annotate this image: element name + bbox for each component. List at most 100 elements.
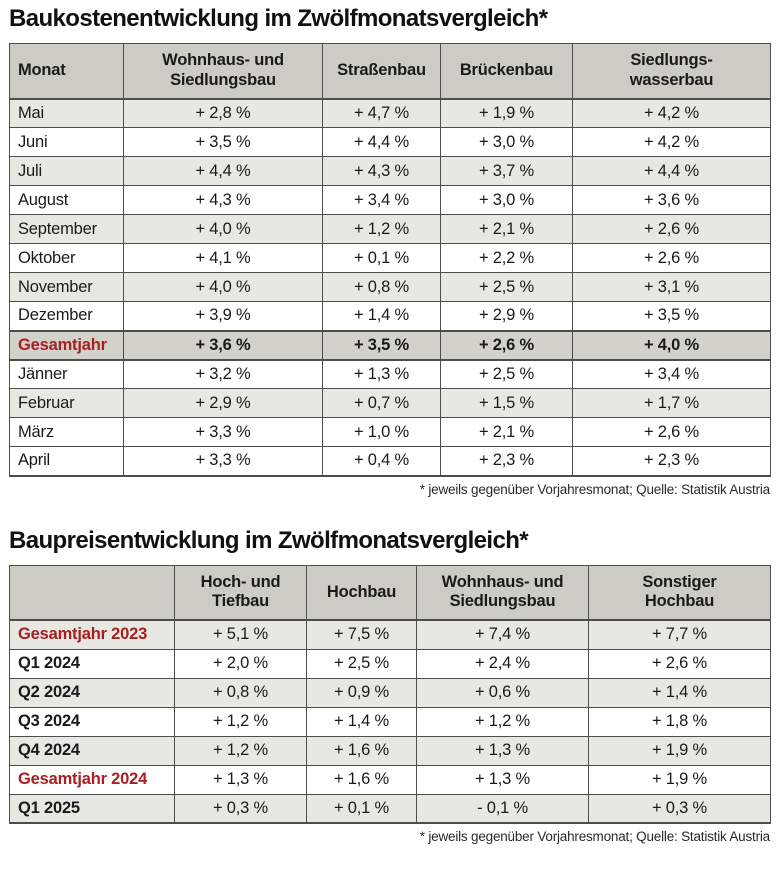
column-header-sonstiger-hochbau: Sonstiger Hochbau bbox=[588, 564, 771, 621]
value-cell: + 2,1 % bbox=[440, 417, 573, 447]
value-cell: + 4,2 % bbox=[572, 98, 771, 128]
value-cell: + 0,4 % bbox=[322, 446, 441, 477]
value-cell: + 3,5 % bbox=[572, 301, 771, 331]
table-row-jaenner: Jänner + 3,2 % + 1,3 % + 2,5 % + 3,4 % bbox=[9, 359, 771, 389]
value-cell: + 4,4 % bbox=[123, 156, 323, 186]
row-label: März bbox=[9, 417, 124, 447]
value-cell: + 4,0 % bbox=[123, 214, 323, 244]
value-cell: + 0,8 % bbox=[174, 677, 307, 708]
value-cell: + 1,2 % bbox=[416, 706, 589, 737]
value-cell: + 1,4 % bbox=[322, 301, 441, 331]
row-label: August bbox=[9, 185, 124, 215]
row-label: Q4 2024 bbox=[9, 735, 175, 766]
value-cell: + 2,4 % bbox=[416, 648, 589, 679]
value-cell: + 4,4 % bbox=[322, 127, 441, 157]
row-label: September bbox=[9, 214, 124, 244]
value-cell: + 2,6 % bbox=[572, 214, 771, 244]
value-cell: + 2,6 % bbox=[572, 417, 771, 447]
value-cell: + 0,3 % bbox=[174, 793, 307, 824]
value-cell: + 1,3 % bbox=[322, 359, 441, 389]
column-header-wohnhaus-siedlungsbau: Wohnhaus- und Siedlungsbau bbox=[416, 564, 589, 621]
value-cell: + 1,0 % bbox=[322, 417, 441, 447]
column-header-hochbau: Hochbau bbox=[306, 564, 417, 621]
value-cell: + 2,9 % bbox=[440, 301, 573, 331]
baupreis-title: Baupreisentwicklung im Zwölfmonatsvergle… bbox=[9, 526, 529, 554]
value-cell: + 4,4 % bbox=[572, 156, 771, 186]
value-cell: + 1,4 % bbox=[588, 677, 771, 708]
value-cell: + 1,9 % bbox=[440, 98, 573, 128]
baukosten-title: Baukostenentwicklung im Zwölfmonatsvergl… bbox=[9, 5, 548, 32]
value-cell: + 2,1 % bbox=[440, 214, 573, 244]
value-cell: + 2,3 % bbox=[440, 446, 573, 477]
column-header-strassenbau: Straßenbau bbox=[322, 43, 441, 100]
value-cell: + 2,9 % bbox=[123, 388, 323, 418]
table-row-q1-2025: Q1 2025 + 0,3 % + 0,1 % - 0,1 % + 0,3 % bbox=[9, 793, 771, 824]
value-cell: + 3,5 % bbox=[322, 329, 441, 361]
value-cell: + 2,2 % bbox=[440, 243, 573, 273]
row-label-total: Gesamtjahr 2024 bbox=[9, 764, 175, 795]
table-row-q4-2024: Q4 2024 + 1,2 % + 1,6 % + 1,3 % + 1,9 % bbox=[9, 735, 771, 766]
value-cell: + 3,1 % bbox=[572, 272, 771, 302]
row-label: Q3 2024 bbox=[9, 706, 175, 737]
value-cell: - 0,1 % bbox=[416, 793, 589, 824]
value-cell: + 4,7 % bbox=[322, 98, 441, 128]
value-cell: + 2,5 % bbox=[306, 648, 417, 679]
baupreis-table: Hoch- und Tiefbau Hochbau Wohnhaus- und … bbox=[9, 564, 771, 824]
value-cell: + 4,2 % bbox=[572, 127, 771, 157]
value-cell: + 1,6 % bbox=[306, 735, 417, 766]
value-cell: + 4,3 % bbox=[123, 185, 323, 215]
value-cell: + 2,6 % bbox=[572, 243, 771, 273]
value-cell: + 5,1 % bbox=[174, 619, 307, 650]
value-cell: + 3,4 % bbox=[322, 185, 441, 215]
baukosten-footnote: * jeweils gegenüber Vorjahresmonat; Quel… bbox=[419, 481, 770, 497]
row-label: Q1 2025 bbox=[9, 793, 175, 824]
value-cell: + 3,6 % bbox=[572, 185, 771, 215]
value-cell: + 7,4 % bbox=[416, 619, 589, 650]
value-cell: + 2,5 % bbox=[440, 272, 573, 302]
column-header-empty bbox=[9, 564, 175, 621]
value-cell: + 3,7 % bbox=[440, 156, 573, 186]
row-label: Q2 2024 bbox=[9, 677, 175, 708]
baukosten-header-row: Monat Wohnhaus- und Siedlungsbau Straßen… bbox=[9, 43, 771, 100]
value-cell: + 1,7 % bbox=[572, 388, 771, 418]
row-label: Februar bbox=[9, 388, 124, 418]
row-label: Jänner bbox=[9, 359, 124, 389]
value-cell: + 3,9 % bbox=[123, 301, 323, 331]
value-cell: + 0,1 % bbox=[306, 793, 417, 824]
value-cell: + 3,2 % bbox=[123, 359, 323, 389]
value-cell: + 1,3 % bbox=[416, 764, 589, 795]
value-cell: + 1,3 % bbox=[174, 764, 307, 795]
value-cell: + 0,3 % bbox=[588, 793, 771, 824]
table-row-juli: Juli + 4,4 % + 4,3 % + 3,7 % + 4,4 % bbox=[9, 156, 771, 186]
row-label-total: Gesamtjahr bbox=[9, 329, 124, 361]
value-cell: + 1,4 % bbox=[306, 706, 417, 737]
table-row-q2-2024: Q2 2024 + 0,8 % + 0,9 % + 0,6 % + 1,4 % bbox=[9, 677, 771, 708]
row-label: Oktober bbox=[9, 243, 124, 273]
row-label: April bbox=[9, 446, 124, 477]
baupreis-header-row: Hoch- und Tiefbau Hochbau Wohnhaus- und … bbox=[9, 564, 771, 621]
table-row-maerz: März + 3,3 % + 1,0 % + 2,1 % + 2,6 % bbox=[9, 417, 771, 447]
column-header-wohnhaus-siedlungsbau: Wohnhaus- und Siedlungsbau bbox=[123, 43, 323, 100]
table-row-august: August + 4,3 % + 3,4 % + 3,0 % + 3,6 % bbox=[9, 185, 771, 215]
table-row-september: September + 4,0 % + 1,2 % + 2,1 % + 2,6 … bbox=[9, 214, 771, 244]
table-row-dezember: Dezember + 3,9 % + 1,4 % + 2,9 % + 3,5 % bbox=[9, 301, 771, 331]
value-cell: + 0,8 % bbox=[322, 272, 441, 302]
value-cell: + 1,9 % bbox=[588, 764, 771, 795]
table-row-april: April + 3,3 % + 0,4 % + 2,3 % + 2,3 % bbox=[9, 446, 771, 477]
value-cell: + 3,6 % bbox=[123, 329, 323, 361]
value-cell: + 2,6 % bbox=[588, 648, 771, 679]
table-row-februar: Februar + 2,9 % + 0,7 % + 1,5 % + 1,7 % bbox=[9, 388, 771, 418]
row-label: Juni bbox=[9, 127, 124, 157]
value-cell: + 4,0 % bbox=[572, 329, 771, 361]
row-label-total: Gesamtjahr 2023 bbox=[9, 619, 175, 650]
value-cell: + 3,4 % bbox=[572, 359, 771, 389]
value-cell: + 1,2 % bbox=[174, 706, 307, 737]
value-cell: + 3,0 % bbox=[440, 185, 573, 215]
value-cell: + 2,6 % bbox=[440, 329, 573, 361]
table-row-gesamtjahr: Gesamtjahr + 3,6 % + 3,5 % + 2,6 % + 4,0… bbox=[9, 329, 771, 361]
row-label: Juli bbox=[9, 156, 124, 186]
table-row-q3-2024: Q3 2024 + 1,2 % + 1,4 % + 1,2 % + 1,8 % bbox=[9, 706, 771, 737]
row-label: Dezember bbox=[9, 301, 124, 331]
value-cell: + 2,3 % bbox=[572, 446, 771, 477]
